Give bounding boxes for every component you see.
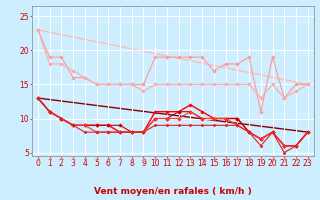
X-axis label: Vent moyen/en rafales ( km/h ): Vent moyen/en rafales ( km/h ) xyxy=(94,187,252,196)
